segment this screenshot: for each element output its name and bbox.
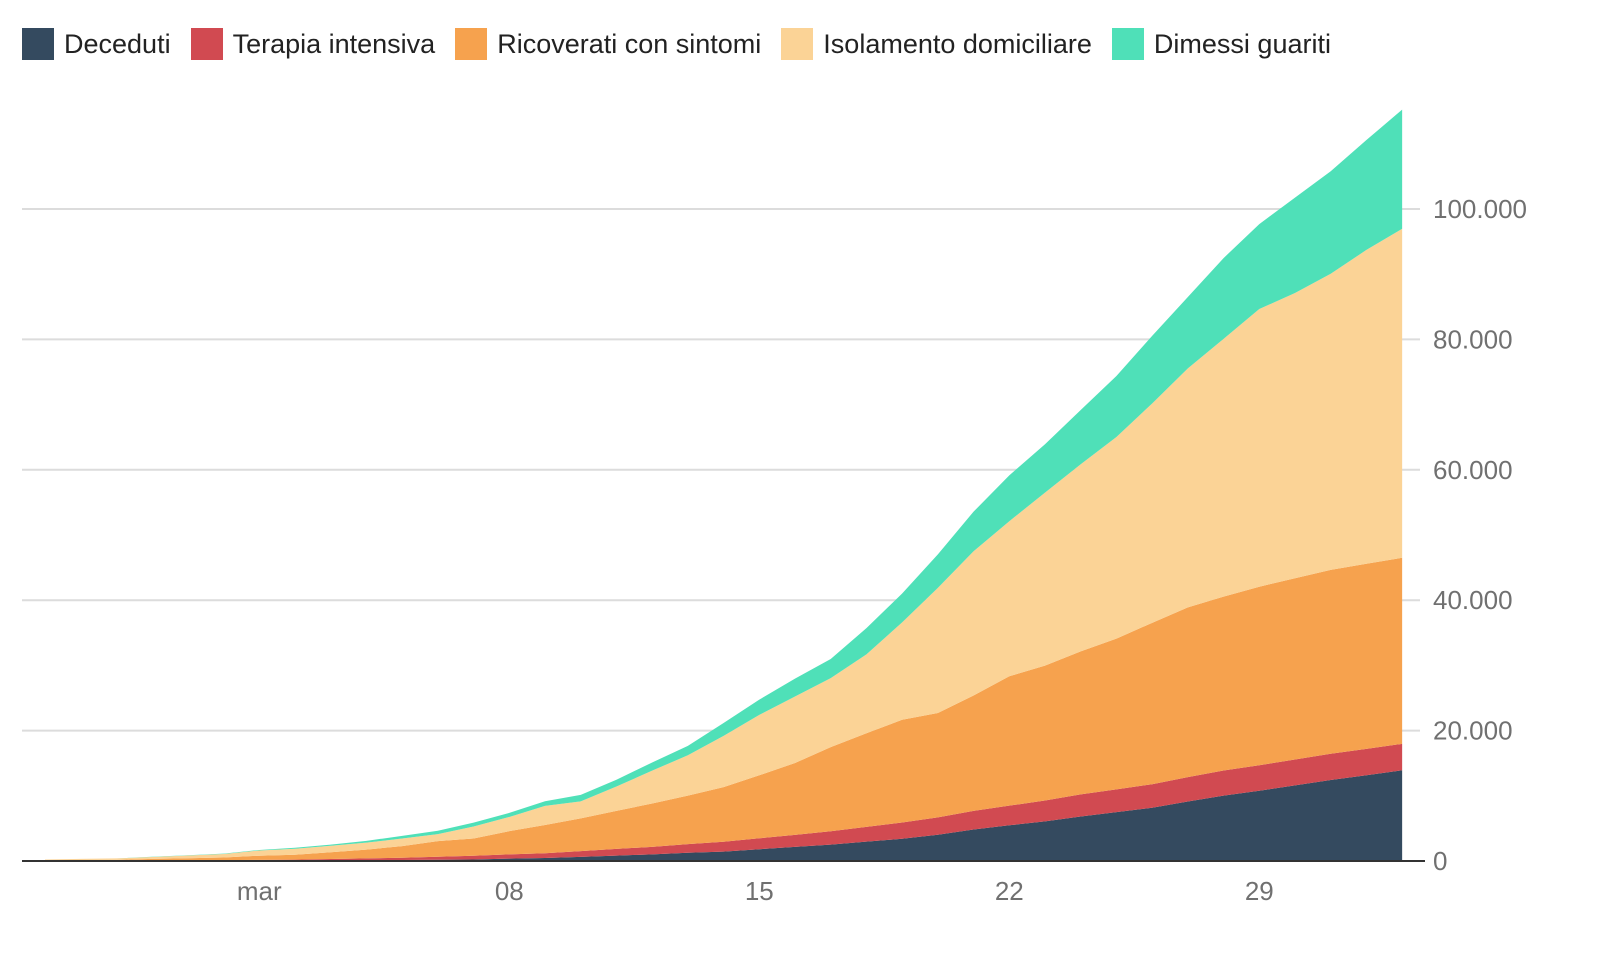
legend: Deceduti Terapia intensiva Ricoverati con … xyxy=(22,28,1351,60)
legend-label: Ricoverati con sintomi xyxy=(497,28,762,59)
y-tick-label: 100.000 xyxy=(1433,194,1527,224)
legend-item[interactable]: Ricoverati con sintomi xyxy=(455,28,761,60)
y-tick-label: 40.000 xyxy=(1433,585,1513,615)
area-ricoverati-con-sintomi xyxy=(45,557,1403,861)
x-tick-label: 29 xyxy=(1245,876,1274,906)
legend-label: Terapia intensiva xyxy=(232,28,436,59)
y-axis-ticks: 0 20.000 40.000 60.000 80.000 100.000 xyxy=(1433,194,1527,876)
area-series xyxy=(45,109,1403,861)
legend-item[interactable]: Isolamento domiciliare xyxy=(781,28,1092,60)
legend-label: Isolamento domiciliare xyxy=(823,28,1092,59)
area-deceduti xyxy=(45,770,1403,861)
legend-swatch xyxy=(781,28,814,60)
legend-swatch xyxy=(190,28,223,60)
area-isolamento-domiciliare xyxy=(45,228,1403,861)
area-terapia-intensiva xyxy=(45,743,1403,861)
legend-label: Dimessi guariti xyxy=(1153,28,1331,59)
legend-item[interactable]: Dimessi guariti xyxy=(1111,28,1331,60)
y-tick-label: 80.000 xyxy=(1433,324,1513,354)
x-tick-label: mar xyxy=(237,876,282,906)
legend-item[interactable]: Terapia intensiva xyxy=(190,28,436,60)
y-tick-label: 20.000 xyxy=(1433,716,1513,746)
legend-item[interactable]: Deceduti xyxy=(22,28,171,60)
x-tick-label: 22 xyxy=(995,876,1024,906)
x-tick-label: 08 xyxy=(495,876,524,906)
x-axis-ticks: mar 08 15 22 29 xyxy=(237,876,1274,906)
legend-swatch xyxy=(22,28,54,60)
legend-swatch xyxy=(1111,28,1144,60)
x-tick-label: 15 xyxy=(745,876,774,906)
y-tick-label: 60.000 xyxy=(1433,455,1513,485)
legend-swatch xyxy=(455,28,488,60)
legend-label: Deceduti xyxy=(64,28,171,59)
y-tick-label: 0 xyxy=(1433,846,1447,876)
